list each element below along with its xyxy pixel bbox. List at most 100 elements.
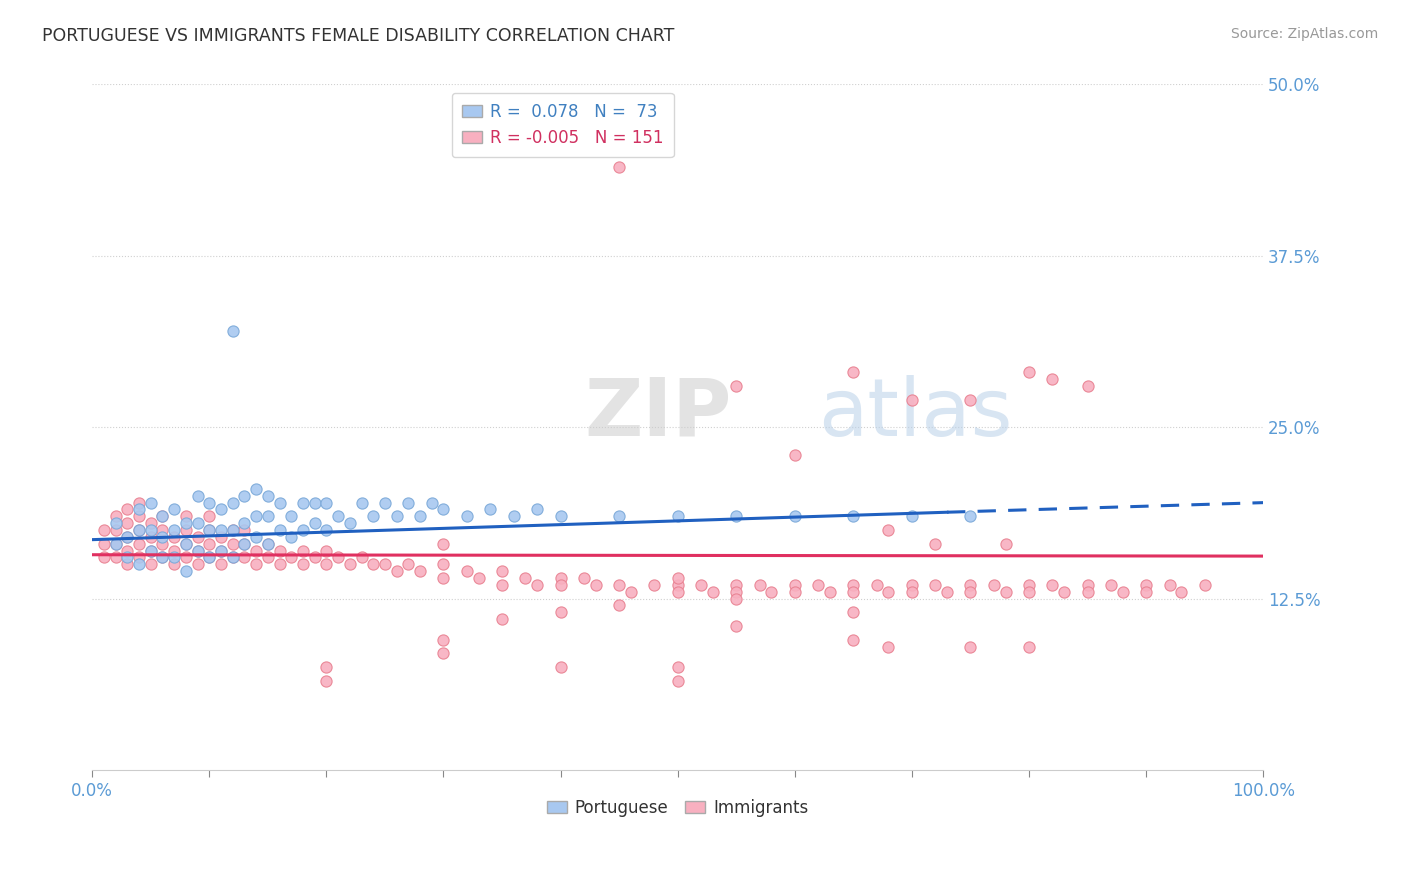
Point [233,516,256,531]
Point [315,558,337,572]
Point [432,537,454,551]
Point [959,392,981,407]
Point [304,495,326,509]
Point [1135,578,1157,592]
Text: atlas: atlas [818,375,1012,452]
Point [479,502,502,516]
Point [702,584,724,599]
Point [198,537,221,551]
Point [1135,584,1157,599]
Point [304,550,326,565]
Point [245,558,267,572]
Point [198,550,221,565]
Point [174,550,197,565]
Point [1099,578,1122,592]
Point [526,502,548,516]
Point [117,550,139,565]
Point [128,537,150,551]
Point [385,509,408,524]
Point [432,502,454,516]
Point [783,584,806,599]
Point [139,543,162,558]
Point [456,509,478,524]
Point [959,578,981,592]
Point [725,578,748,592]
Point [877,640,900,654]
Point [222,550,245,565]
Point [467,571,489,585]
Point [187,516,209,531]
Point [245,543,267,558]
Point [163,558,186,572]
Point [409,564,432,578]
Point [117,516,139,531]
Point [396,495,419,509]
Point [1018,584,1040,599]
Point [1111,584,1133,599]
Point [690,578,713,592]
Point [256,489,278,503]
Point [152,509,174,524]
Point [104,537,127,551]
Point [233,537,256,551]
Point [420,495,443,509]
Point [361,509,384,524]
Point [326,550,349,565]
Point [222,495,245,509]
Point [93,537,115,551]
Point [174,564,197,578]
Point [104,516,127,531]
Point [643,578,665,592]
Point [585,578,607,592]
Point [550,605,572,619]
Point [515,571,537,585]
Point [396,558,419,572]
Point [117,530,139,544]
Point [315,495,337,509]
Point [139,516,162,531]
Point [233,537,256,551]
Point [901,578,924,592]
Point [187,543,209,558]
Point [725,619,748,633]
Point [1018,640,1040,654]
Point [901,392,924,407]
Point [209,558,232,572]
Point [374,558,396,572]
Point [432,571,454,585]
Point [198,550,221,565]
Point [666,673,689,688]
Point [1194,578,1216,592]
Point [233,550,256,565]
Point [187,530,209,544]
Point [1077,578,1099,592]
Point [117,558,139,572]
Point [93,523,115,537]
Point [245,530,267,544]
Point [152,550,174,565]
Point [818,584,841,599]
Point [269,543,291,558]
Point [783,448,806,462]
Point [385,564,408,578]
Point [374,495,396,509]
Point [209,523,232,537]
Point [222,550,245,565]
Legend: Portuguese, Immigrants: Portuguese, Immigrants [540,792,815,823]
Point [139,558,162,572]
Point [291,558,314,572]
Point [209,543,232,558]
Point [198,495,221,509]
Point [877,523,900,537]
Point [256,550,278,565]
Point [607,160,630,174]
Point [761,584,783,599]
Point [291,523,314,537]
Point [491,564,513,578]
Point [128,523,150,537]
Point [245,509,267,524]
Text: Source: ZipAtlas.com: Source: ZipAtlas.com [1230,27,1378,41]
Point [350,550,373,565]
Point [1077,584,1099,599]
Point [198,523,221,537]
